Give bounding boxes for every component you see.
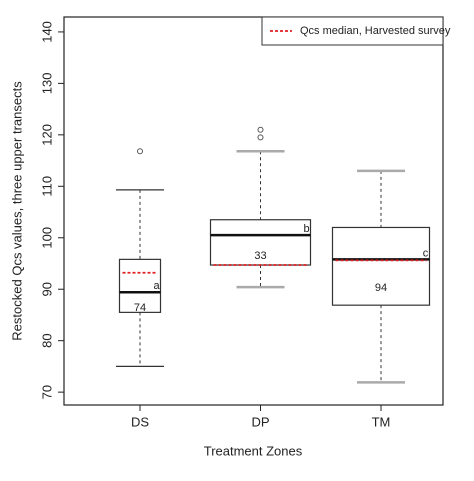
legend-label: Qcs median, Harvested survey xyxy=(300,25,451,37)
y-tick-label: 110 xyxy=(39,176,54,197)
box xyxy=(118,258,162,313)
x-tick-label: TM xyxy=(372,414,391,429)
y-tick-label: 70 xyxy=(39,385,54,399)
group-letter: b xyxy=(303,223,309,235)
y-tick-label: 140 xyxy=(39,21,54,43)
y-tick-label: 100 xyxy=(39,227,54,249)
group-letter: c xyxy=(423,247,429,259)
box xyxy=(331,226,431,306)
x-tick-label: DP xyxy=(251,414,269,429)
y-axis-title: Restocked Qcs values, three upper transe… xyxy=(9,81,24,341)
y-tick-label: 80 xyxy=(39,333,54,347)
legend-box xyxy=(261,16,444,46)
y-tick-label: 120 xyxy=(39,124,54,146)
y-tick-label: 130 xyxy=(39,73,54,95)
y-tick-label: 90 xyxy=(39,282,54,296)
group-letter: a xyxy=(153,280,160,292)
x-tick-label: DS xyxy=(131,414,149,429)
count-label: 94 xyxy=(375,282,387,294)
outlier xyxy=(137,148,143,155)
outlier xyxy=(257,126,264,133)
x-axis-title: Treatment Zones xyxy=(204,443,303,458)
plot-frame xyxy=(63,16,444,406)
count-label: 74 xyxy=(134,302,146,314)
outlier xyxy=(257,134,264,141)
count-label: 33 xyxy=(254,250,266,262)
